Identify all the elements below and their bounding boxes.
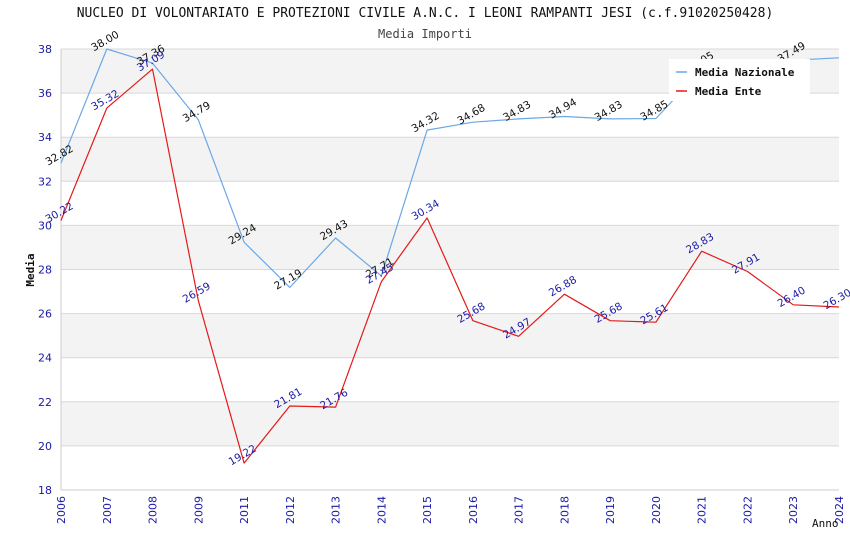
legend-box [669, 59, 810, 101]
chart-subtitle: Media Importi [378, 27, 472, 41]
x-tick-label: 2023 [787, 496, 800, 524]
x-axis-title: Anno [812, 517, 839, 530]
y-tick-label: 28 [38, 264, 52, 277]
legend-entry: Media Ente [695, 85, 762, 98]
x-tick-label: 2024 [833, 496, 846, 524]
series-line-2 [60, 68, 840, 464]
legend: Media Nazionale Media Ente [669, 59, 810, 101]
y-axis-ticks: 18 20 22 24 26 28 30 32 34 36 38 [38, 43, 52, 497]
y-tick-label: 30 [38, 219, 52, 232]
y-tick-label: 18 [38, 484, 52, 497]
grid-bands [60, 48, 839, 491]
x-tick-label: 2013 [330, 496, 343, 524]
y-tick-label: 34 [38, 131, 52, 144]
x-tick-label: 2022 [741, 496, 754, 524]
x-tick-label: 2018 [558, 496, 571, 524]
x-tick-label: 2009 [192, 496, 205, 524]
chart-title: NUCLEO DI VOLONTARIATO E PROTEZIONI CIVI… [76, 6, 774, 21]
x-tick-label: 2008 [147, 496, 160, 524]
x-tick-label: 2017 [513, 496, 526, 524]
y-tick-label: 36 [38, 87, 52, 100]
x-axis-ticks: 2006 2007 2008 2009 2011 2012 2013 2014 2015 2016… [55, 496, 846, 524]
grid-band [61, 225, 839, 270]
x-tick-label: 2016 [467, 496, 480, 524]
x-tick-label: 2012 [284, 496, 297, 524]
x-tick-label: 2021 [696, 496, 709, 524]
y-tick-label: 22 [38, 396, 52, 409]
x-tick-label: 2015 [421, 496, 434, 524]
x-tick-label: 2014 [375, 496, 388, 524]
y-tick-label: 26 [38, 308, 52, 321]
y-tick-label: 32 [38, 175, 52, 188]
x-tick-label: 2007 [101, 496, 114, 524]
x-tick-label: 2020 [650, 496, 663, 524]
x-tick-label: 2011 [238, 496, 251, 524]
legend-entry: Media Nazionale [695, 66, 795, 79]
x-tick-label: 2006 [55, 496, 68, 524]
grid-band [61, 181, 839, 226]
grid-band [61, 137, 839, 182]
x-tick-label: 2019 [604, 496, 617, 524]
grid-band [61, 313, 839, 358]
grid-band [61, 445, 839, 490]
y-tick-label: 20 [38, 440, 52, 453]
grid-band [61, 269, 839, 314]
grid-band [61, 357, 839, 402]
y-tick-label: 24 [38, 352, 52, 365]
grid-band [61, 401, 839, 446]
y-axis-title: Media [24, 253, 37, 286]
y-tick-label: 38 [38, 43, 52, 56]
